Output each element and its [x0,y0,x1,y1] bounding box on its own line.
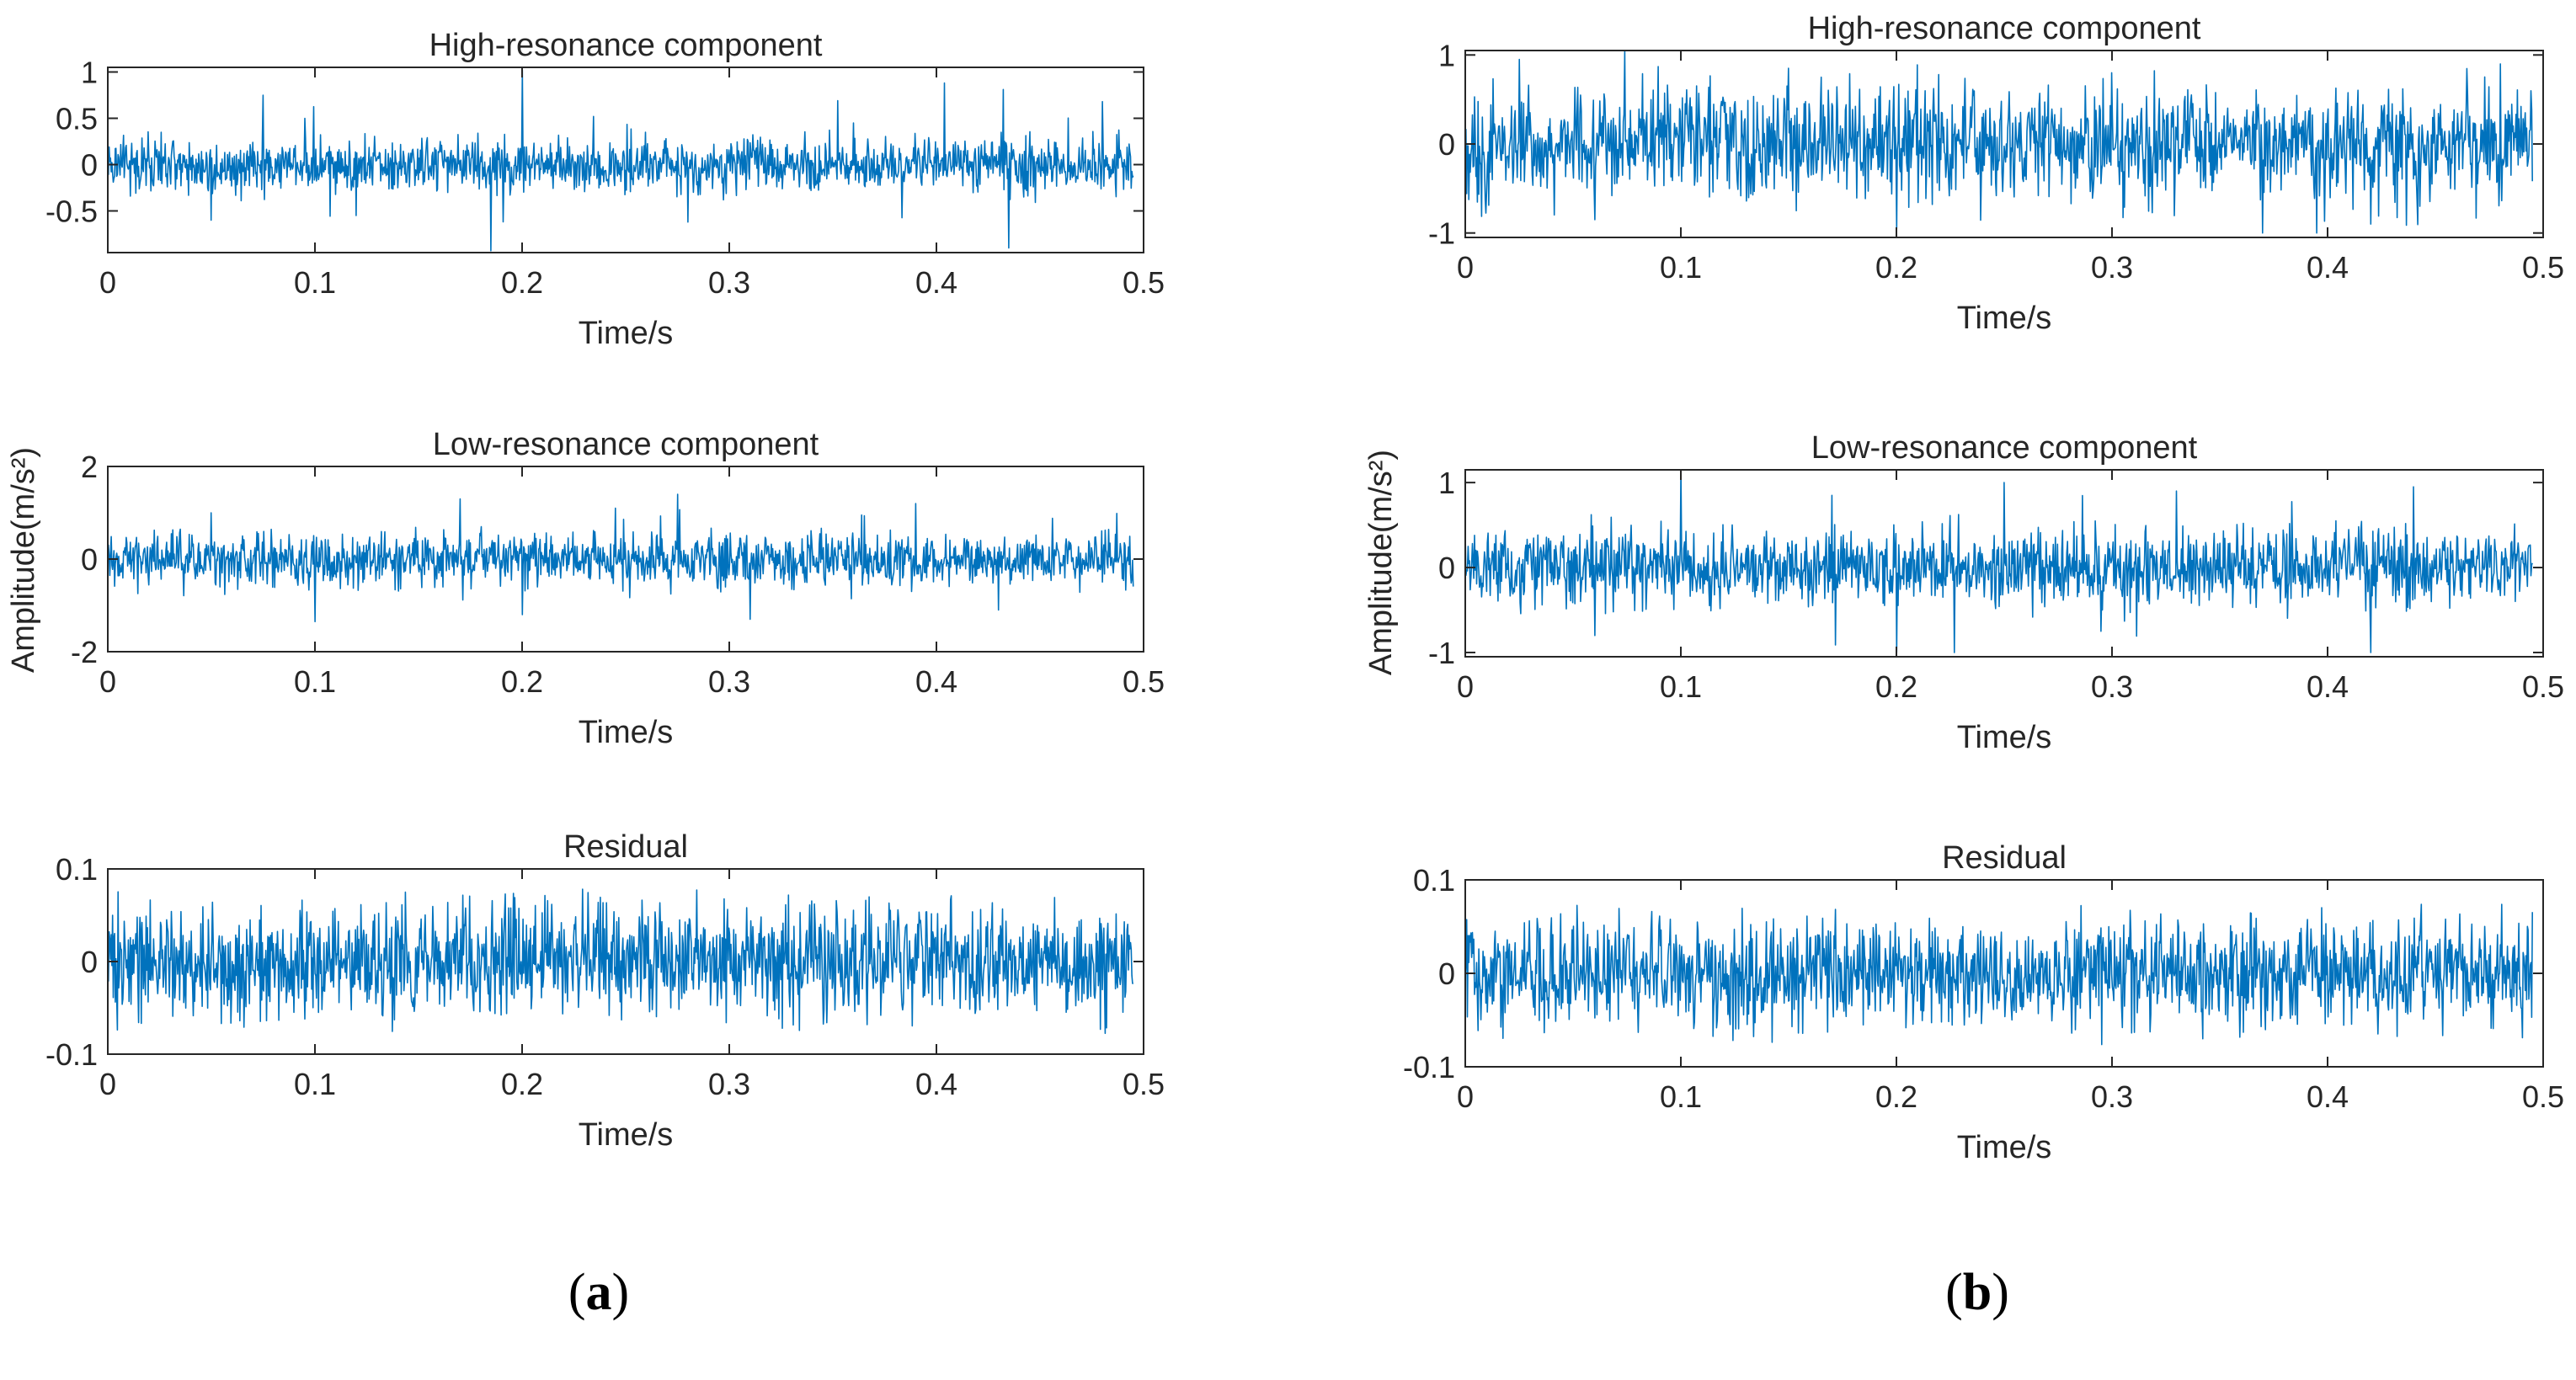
axes-frame [1464,469,2544,658]
x-tick-label: 0.2 [501,1067,543,1101]
x-tick-label: 0 [1457,250,1474,285]
x-tick-label: 0 [99,664,116,699]
x-tick-label: 0.5 [1123,265,1165,300]
x-tick-label: 0.5 [1123,664,1165,699]
x-tick-label: 0.3 [2091,250,2133,285]
x-tick-label: 0.1 [294,664,336,699]
x-tick-label: 0.2 [1875,669,1917,704]
x-tick-label: 0.4 [915,1067,957,1101]
subplot-title: Low-resonance component [433,427,819,462]
y-tick-label: 0.1 [1413,863,1455,898]
x-tick-label: 0.5 [1123,1067,1165,1101]
y-tick-label: 2 [81,450,98,484]
y-tick-label: 0 [81,945,98,979]
y-tick-label: -2 [71,635,98,669]
x-tick-label: 0 [1457,669,1474,704]
x-tick-label: 0 [99,1067,116,1101]
y-tick-label: 0 [1438,551,1455,585]
subplot-title: Residual [563,829,688,865]
x-tick-label: 0.5 [2522,669,2564,704]
signal-line-residual [107,888,1134,1035]
y-tick-label: 0 [1438,127,1455,162]
x-axis-label: Time/s [579,316,674,351]
x-axis-label: Time/s [1957,301,2052,336]
x-tick-label: 0.2 [501,664,543,699]
x-tick-label: 0.2 [1875,250,1917,285]
x-tick-label: 0.5 [2522,250,2564,285]
x-tick-label: 0.4 [2307,1079,2349,1114]
x-axis-label: Time/s [579,1117,674,1153]
x-tick-label: 0.1 [294,1067,336,1101]
signal-line-low-resonance [107,493,1134,623]
x-axis-label: Time/s [1957,1130,2052,1165]
y-axis-label: Amplitude(m/s²) [6,447,41,673]
x-tick-label: 0.4 [915,664,957,699]
subplot-title: High-resonance component [429,28,823,63]
y-tick-label: 0.1 [56,852,98,887]
panel-label-b: (b) [1945,1264,2009,1321]
y-tick-label: 0.5 [56,102,98,136]
y-tick-label: 0 [81,148,98,183]
x-tick-label: 0.3 [708,265,750,300]
x-tick-label: 0.4 [2307,250,2349,285]
y-tick-label: -1 [1428,636,1455,670]
x-tick-label: 0.2 [501,265,543,300]
subplot-b-4: Low-resonance component 0 0.1 0.2 0.3 0.4 0.5 -… [1363,430,2564,755]
y-tick-label: 1 [1438,38,1455,72]
x-tick-label: 0 [1457,1079,1474,1114]
x-tick-label: 0.3 [708,664,750,699]
y-tick-label: -0.1 [1403,1050,1455,1084]
x-tick-label: 0.5 [2522,1079,2564,1114]
x-tick-label: 0.3 [2091,1079,2133,1114]
y-tick-label: -0.1 [45,1037,98,1072]
signal-line-low-resonance [1464,469,2533,653]
axes-frame [107,67,1144,253]
x-axis-label: Time/s [1957,720,2052,755]
y-tick-label: -0.5 [45,194,98,229]
y-tick-label: 0 [81,542,98,577]
subplot-a-1: Low-resonance component 0 0.1 0.2 0.3 0.4 0.5 -… [6,427,1165,750]
y-tick-label: 1 [1438,466,1455,500]
subplot-a-0: High-resonance component 0 0.1 0.2 0.3 0.4 0.5… [45,28,1165,351]
x-tick-label: 0.1 [294,265,336,300]
y-tick-label: -1 [1428,216,1455,251]
x-tick-label: 0 [99,265,116,300]
x-tick-label: 0.4 [2307,669,2349,704]
y-tick-label: 0 [1438,956,1455,991]
subplot-title: Residual [1942,840,2067,876]
x-tick-label: 0.3 [2091,669,2133,704]
x-tick-label: 0.1 [1660,250,1702,285]
panel-label-a: (a) [568,1264,630,1321]
x-tick-label: 0.3 [708,1067,750,1101]
y-axis-label: Amplitude(m/s²) [1363,450,1399,675]
signal-line-high-resonance [107,69,1134,252]
x-tick-label: 0.4 [915,265,957,300]
x-tick-label: 0.2 [1875,1079,1917,1114]
y-tick-label: 1 [81,56,98,90]
subplot-title: High-resonance component [1808,11,2201,46]
x-axis-label: Time/s [579,715,674,750]
signal-line-high-resonance [1464,50,2533,234]
subplot-b-3: High-resonance component 0 0.1 0.2 0.3 0.4 0.5… [1428,11,2564,336]
x-tick-label: 0.1 [1660,1079,1702,1114]
signal-line-residual [1464,903,2533,1046]
subplot-title: Low-resonance component [1811,430,2198,466]
x-tick-label: 0.1 [1660,669,1702,704]
